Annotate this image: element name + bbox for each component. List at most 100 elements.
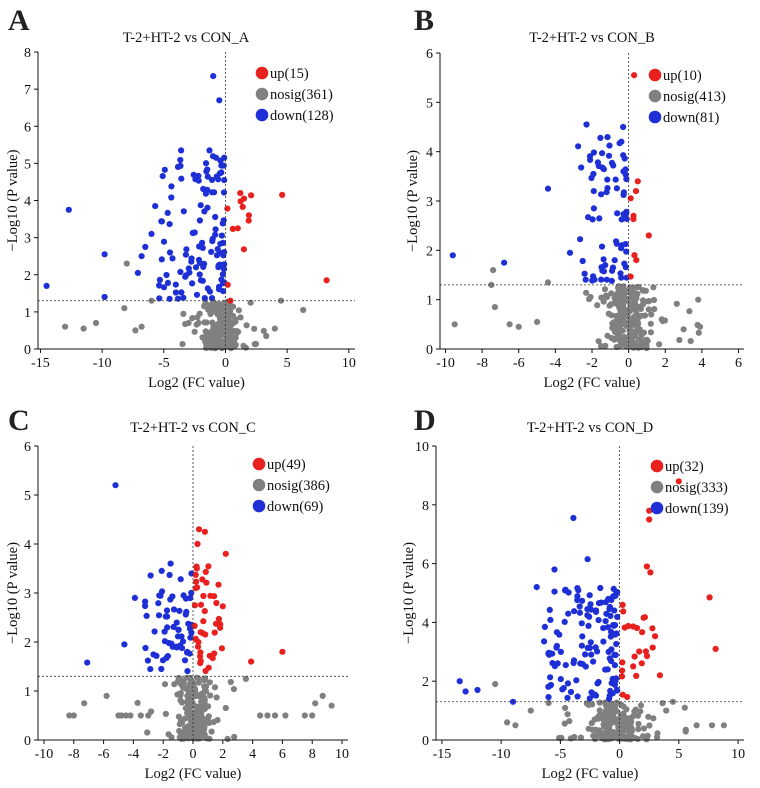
down-point (177, 268, 184, 276)
down-point (201, 295, 208, 302)
nosig-point (629, 713, 636, 720)
nosig-point (70, 712, 77, 719)
down-point (605, 595, 612, 603)
y-tick-label: 7 (24, 83, 31, 98)
nosig-point (646, 722, 653, 729)
down-point (192, 264, 200, 271)
down-point (554, 660, 561, 667)
x-tick-label: -6 (513, 356, 525, 371)
down-point (178, 175, 185, 182)
panel-letter: D (414, 404, 436, 437)
nosig-point (613, 292, 620, 299)
down-point (174, 295, 182, 302)
down-point (172, 281, 179, 288)
up-point (631, 252, 638, 259)
down-point (559, 686, 566, 693)
down-point (143, 612, 150, 619)
y-tick-label: 2 (426, 244, 433, 259)
nosig-point (229, 340, 236, 347)
nosig-point (681, 704, 688, 711)
nosig-point (643, 342, 650, 349)
up-point (211, 593, 218, 600)
nosig-point (221, 317, 228, 324)
nosig-point (145, 712, 152, 719)
x-tick-label: -6 (98, 747, 110, 762)
nosig-point (161, 681, 169, 688)
down-point (553, 642, 560, 650)
up-point (652, 633, 659, 640)
down-point (612, 176, 619, 183)
nosig-point (214, 340, 221, 348)
points-layer (66, 482, 335, 743)
up-point (213, 599, 220, 607)
up-point (193, 563, 200, 570)
down-point (172, 289, 179, 296)
up-point (643, 563, 650, 570)
down-point (595, 162, 602, 170)
down-point (147, 666, 154, 673)
x-tick-label: 8 (309, 747, 316, 762)
nosig-point (202, 683, 210, 690)
nosig-point (622, 726, 629, 733)
nosig-point (645, 306, 652, 313)
down-point (562, 662, 569, 669)
down-point (620, 168, 627, 175)
down-point (595, 617, 602, 624)
nosig-point (635, 726, 642, 733)
nosig-point (603, 707, 610, 714)
x-tick-label: -4 (128, 747, 140, 762)
up-point (631, 653, 638, 660)
points-layer (456, 478, 727, 743)
nosig-point (271, 712, 279, 719)
nosig-point (632, 332, 639, 339)
up-point (646, 507, 653, 514)
x-tick-label: -10 (492, 747, 511, 762)
nosig-point (213, 327, 220, 334)
nosig-point (602, 699, 609, 706)
down-point (581, 270, 588, 277)
down-point (65, 206, 72, 213)
legend-down-marker (255, 108, 269, 122)
nosig-point (608, 312, 615, 319)
x-tick-label: -8 (476, 356, 488, 371)
nosig-point (647, 320, 654, 327)
down-point (164, 279, 172, 286)
volcano-panel-c: C T-2+HT-2 vs CON_C -10 -8 -6 -4 -2 0 2 4 6 8 10 0 1 2… (0, 394, 380, 788)
down-point (208, 295, 216, 302)
y-tick-label: 0 (24, 343, 31, 358)
nosig-point (198, 698, 205, 705)
down-point (544, 185, 552, 192)
nosig-point (231, 733, 238, 741)
y-tick-label: 2 (24, 636, 31, 651)
down-point (220, 189, 228, 196)
nosig-point (682, 728, 689, 735)
nosig-point (545, 699, 552, 707)
up-point (619, 601, 626, 608)
nosig-point (309, 712, 316, 719)
x-tick-label: -10 (93, 356, 112, 371)
nosig-point (180, 729, 187, 736)
down-point (541, 623, 548, 630)
down-point (599, 150, 606, 157)
down-point (600, 256, 607, 263)
down-point (210, 73, 217, 80)
down-point (202, 160, 210, 167)
down-point (159, 173, 166, 180)
nosig-point (637, 708, 644, 715)
up-point (620, 608, 627, 615)
down-point (597, 584, 604, 592)
up-point (630, 212, 637, 219)
panel-letter: A (8, 4, 30, 37)
up-point (192, 585, 199, 592)
nosig-point (175, 674, 182, 682)
nosig-point (610, 728, 617, 736)
down-point (134, 269, 141, 276)
down-point (190, 171, 197, 178)
down-point (212, 226, 219, 233)
nosig-point (608, 290, 615, 297)
down-point (604, 666, 611, 673)
down-point (213, 154, 220, 161)
nosig-point (194, 735, 201, 742)
up-point (656, 672, 663, 679)
down-point (178, 147, 185, 154)
